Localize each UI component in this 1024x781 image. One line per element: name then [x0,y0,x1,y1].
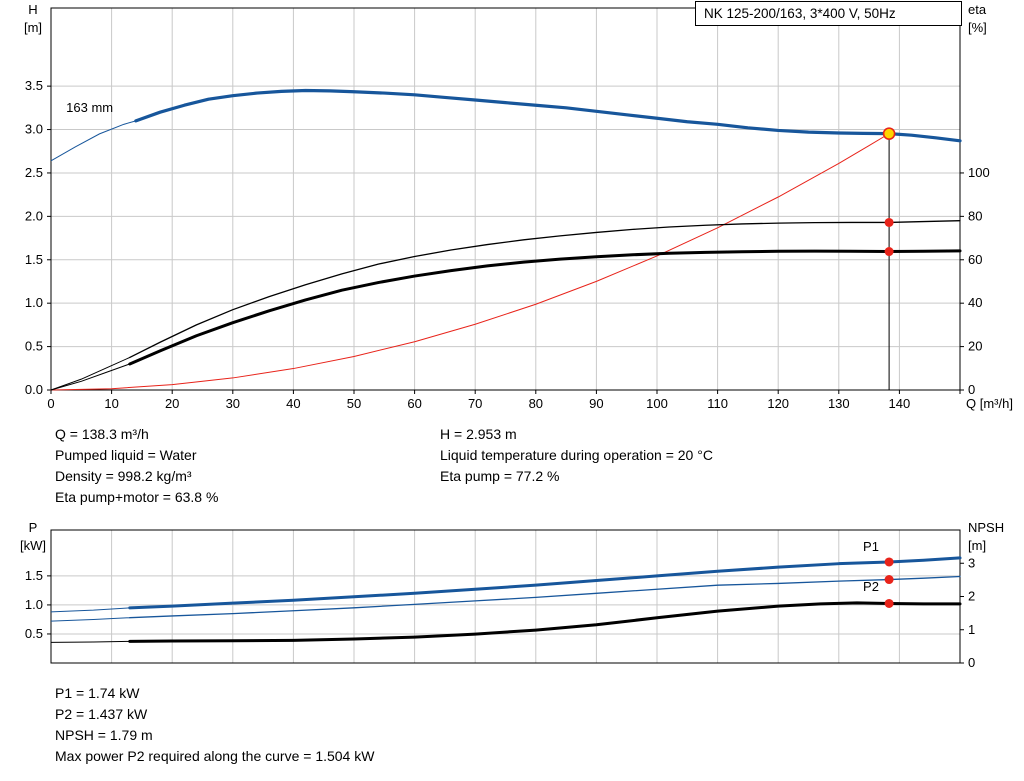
power-info-block: P1 = 1.74 kW P2 = 1.437 kW NPSH = 1.79 m… [55,683,374,767]
eta-pump-curve-lead [50,356,130,391]
info-line-npsh: NPSH = 1.79 m [55,727,153,743]
y-right-tick-label: 1 [968,622,975,637]
y-right-tick-label: 20 [968,339,982,354]
duty-info-right-column: H = 2.953 m Liquid temperature during op… [440,424,713,487]
power-npsh-chart: 0.5 1.0 1.5 0 1 2 3 P [kW] NPSH [m] P1 P2 [20,520,1004,670]
duty-dot-marker [884,575,894,585]
pump-title-box: NK 125-200/163, 3*400 V, 50Hz [695,1,962,26]
info-line-pumped-liquid: Pumped liquid = Water [55,447,197,463]
y-left-tick-label: 2.5 [25,165,43,180]
hq-eta-chart: 0.0 0.5 1.0 1.5 2.0 2.5 3.0 3.5 0 20 40 60 80 100 0 10 2… [24,2,1013,411]
y-left-tick-label: 1.0 [25,295,43,310]
system-curve [50,133,890,391]
x-tick-label: 80 [529,396,543,411]
info-line-q: Q = 138.3 m³/h [55,426,149,442]
duty-dot-marker [884,557,894,567]
npsh-curve [128,601,962,643]
y-right-tick-label: 60 [968,252,982,267]
curve-label: P1 [863,539,879,554]
y-right-tick-label: 3 [968,555,975,570]
y-right-tick-label: 100 [968,165,990,180]
info-line-max-power: Max power P2 required along the curve = … [55,748,375,764]
info-line-p1: P1 = 1.74 kW [55,685,140,701]
curve-label: P2 [863,579,879,594]
eta-pump-motor-curve [128,249,962,366]
y-left-axis-title: [m] [24,20,42,35]
info-line-density: Density = 998.2 kg/m³ [55,468,192,484]
p1-curve-lead [50,607,130,613]
x-tick-label: 40 [286,396,300,411]
y-right-tick-label: 0 [968,382,975,397]
info-line-p2: P2 = 1.437 kW [55,706,148,722]
curve-label: 163 mm [66,100,113,115]
y-left-tick-label: 1.0 [25,597,43,612]
y-right-tick-label: 80 [968,208,982,223]
y-right-axis-title: NPSH [968,520,1004,535]
y-left-tick-label: 1.5 [25,252,43,267]
x-tick-label: 100 [646,396,668,411]
duty-point-marker [882,127,896,140]
info-line-liquid-temperature: Liquid temperature during operation = 20… [440,447,713,463]
eta-pump-curve [129,220,961,359]
y-right-tick-label: 2 [968,589,975,604]
x-tick-label: 110 [707,396,728,411]
y-left-tick-label: 0.0 [25,382,43,397]
info-line-h: H = 2.953 m [440,426,517,442]
y-left-tick-label: 3.5 [25,78,43,93]
x-tick-label: 20 [165,396,179,411]
y-left-axis-title: [kW] [20,538,46,553]
y-left-axis-title: H [28,2,37,17]
p2-curve-lead [50,617,130,622]
eta-pump-motor-curve-lead [50,363,130,391]
p2-curve [129,575,961,619]
pump-curve-163mm-lead [50,120,136,162]
plot-frame [50,7,961,391]
y-right-tick-label: 40 [968,295,982,310]
y-left-tick-label: 2.0 [25,208,43,223]
info-line-eta-pump: Eta pump = 77.2 % [440,468,560,484]
y-right-axis-title: [%] [968,20,987,35]
y-right-tick-label: 0 [968,655,975,670]
x-tick-label: 140 [889,396,911,411]
x-tick-label: 90 [589,396,603,411]
x-tick-label: 130 [828,396,850,411]
x-tick-label: 10 [104,396,118,411]
x-tick-label: 50 [347,396,361,411]
x-tick-label: 120 [767,396,789,411]
y-left-tick-label: 0.5 [25,339,43,354]
p1-curve [128,556,962,610]
plot-frame [50,529,961,664]
y-left-tick-label: 1.5 [25,568,43,583]
y-right-axis-title: eta [968,2,987,17]
x-axis-title: Q [m³/h] [966,396,1013,411]
y-left-tick-label: 0.5 [25,626,43,641]
npsh-curve-lead [50,640,130,643]
duty-dot-marker [884,598,894,608]
y-left-axis-title: P [29,520,38,535]
y-right-axis-title: [m] [968,538,986,553]
info-line-eta-pump-motor: Eta pump+motor = 63.8 % [55,489,219,505]
pump-curve-163mm [134,88,962,143]
x-tick-label: 30 [226,396,240,411]
duty-dot-marker [884,247,894,257]
duty-dot-marker [884,217,894,227]
duty-info-left-column: Q = 138.3 m³/h Pumped liquid = Water Den… [55,424,218,508]
y-left-tick-label: 3.0 [25,122,43,137]
x-tick-label: 70 [468,396,482,411]
x-tick-label: 60 [407,396,421,411]
x-tick-label: 0 [47,396,54,411]
